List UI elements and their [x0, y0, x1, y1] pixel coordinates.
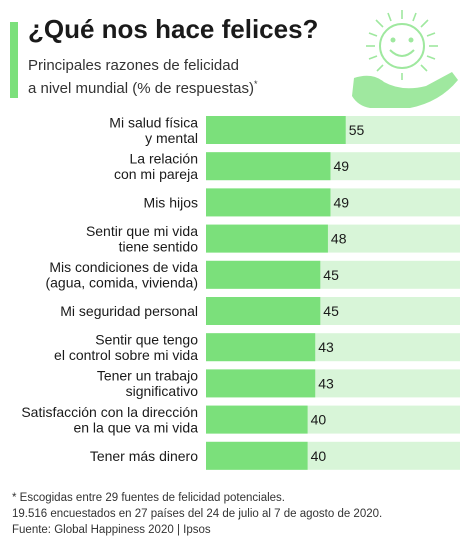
bar: [206, 333, 316, 362]
subtitle-line-2: a nivel mundial (% de respuestas): [28, 80, 254, 97]
bar: [206, 116, 346, 144]
category-label: Mi seguridad personal: [60, 303, 198, 319]
category-label: y mental: [145, 130, 198, 146]
category-label: tiene sentido: [119, 238, 199, 254]
footnote-line-1: * Escogidas entre 29 fuentes de felicida…: [12, 492, 285, 504]
smiling-sun-in-hand-icon: [352, 10, 458, 108]
category-label: con mi pareja: [114, 166, 198, 182]
category-label: significativo: [126, 383, 199, 399]
category-label: Sentir que mi vida: [86, 223, 198, 239]
category-label: Mis condiciones de vida: [49, 259, 198, 275]
category-label: Tener más dinero: [90, 448, 198, 464]
bar-value-label: 40: [311, 448, 327, 464]
bar-value-label: 49: [333, 194, 349, 210]
bar-value-label: 45: [323, 303, 339, 319]
title-accent-bar: [10, 22, 18, 98]
category-label: Mis hijos: [144, 194, 198, 210]
bar: [206, 369, 316, 398]
category-label: el control sobre mi vida: [54, 347, 198, 363]
category-label: (agua, comida, vivienda): [45, 275, 198, 291]
bar: [206, 441, 308, 470]
bar-value-label: 45: [323, 267, 339, 283]
category-label: en la que va mi vida: [73, 419, 198, 435]
category-label: Mi salud física: [109, 114, 198, 130]
footnote-source: Fuente: Global Happiness 2020 | Ipsos: [12, 524, 211, 536]
chart-title: ¿Qué nos hace felices?: [28, 14, 319, 44]
footnote-line-2: 19.516 encuestados en 27 países del 24 d…: [12, 508, 383, 520]
category-label: Satisfacción con la dirección: [21, 404, 198, 420]
subtitle-footnote-mark: *: [253, 79, 258, 89]
subtitle-line-1: Principales razones de felicidad: [28, 57, 239, 74]
bar: [206, 405, 308, 434]
bar: [206, 297, 321, 325]
category-label: Tener un trabajo: [97, 368, 198, 384]
bar-value-label: 43: [318, 375, 334, 391]
bar: [206, 188, 331, 217]
bar-value-label: 43: [318, 339, 334, 355]
bar-value-label: 48: [331, 231, 347, 247]
category-label: La relación: [130, 150, 199, 166]
bar-value-label: 49: [333, 158, 349, 174]
bar: [206, 224, 328, 253]
bar: [206, 260, 321, 289]
category-label: Sentir que tengo: [95, 331, 198, 347]
footnote: * Escogidas entre 29 fuentes de felicida…: [12, 490, 462, 538]
bar: [206, 152, 331, 181]
bar-value-label: 40: [311, 412, 327, 428]
bar-value-label: 55: [349, 122, 365, 138]
chart-subtitle: Principales razones de felicidad a nivel…: [28, 56, 328, 98]
